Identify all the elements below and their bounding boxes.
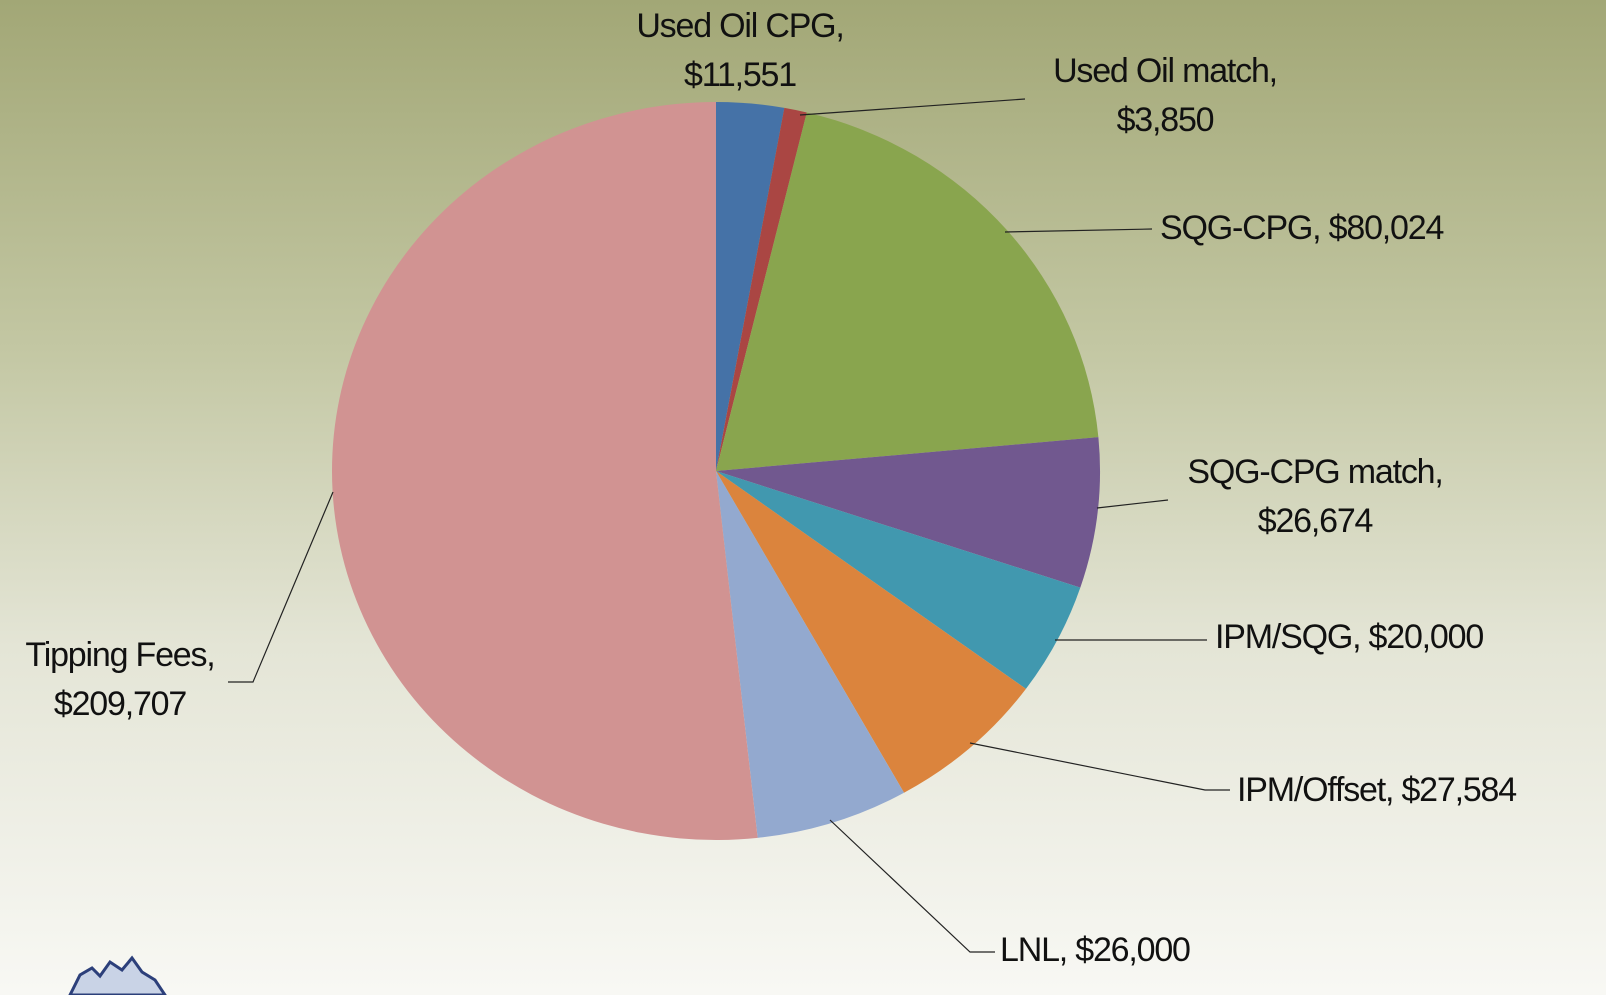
pie-slice [716, 112, 1099, 472]
data-label: Used Oil match, $3,850 [1053, 52, 1278, 139]
pie-slice [716, 437, 1100, 588]
data-label: LNL, $26,000 [1000, 931, 1191, 969]
logo [68, 955, 167, 995]
data-label: SQG-CPG, $80,024 [1160, 209, 1444, 247]
pie-slice [716, 471, 1081, 689]
leader-line [228, 491, 334, 683]
pie-slice [716, 107, 807, 472]
data-label: IPM/Offset, $27,584 [1237, 771, 1517, 809]
data-label: Tipping Fees, $209,707 [25, 636, 215, 723]
pie-slice [716, 471, 1026, 793]
leader-line [1004, 228, 1153, 233]
leader-line [969, 742, 1230, 791]
data-label: IPM/SQG, $20,000 [1215, 618, 1484, 656]
pie-slice [716, 102, 785, 471]
pie-slice [716, 471, 905, 838]
leader-line [1096, 499, 1169, 509]
leader-line [799, 98, 1026, 116]
data-label: SQG-CPG match, $26,674 [1187, 453, 1443, 540]
data-label: Used Oil CPG, $11,551 [636, 7, 845, 94]
pie-slice [331, 102, 758, 840]
leader-line [829, 819, 995, 953]
